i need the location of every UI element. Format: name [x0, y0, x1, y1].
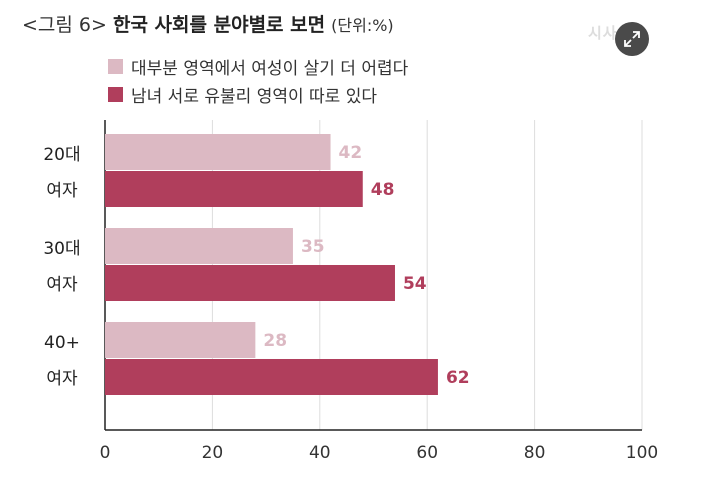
data-label: 54 [403, 274, 427, 294]
category-label: 20대 [43, 145, 80, 165]
data-label: 28 [263, 331, 287, 351]
chart-title: <그림 6> 한국 사회를 분야별로 보면 (단위:%) [22, 10, 394, 37]
legend-label-series1: 대부분 영역에서 여성이 살기 더 어렵다 [131, 58, 409, 79]
title-main: 한국 사회를 분야별로 보면 [112, 14, 326, 36]
category-label: 여자 [46, 369, 78, 389]
category-label: 여자 [46, 181, 78, 201]
watermark: 시사 [588, 24, 618, 42]
legend-swatch-series2 [108, 86, 123, 102]
category-label: 여자 [46, 275, 78, 295]
x-tick-label: 60 [416, 443, 438, 463]
bar-series1 [105, 134, 331, 170]
legend-swatch-series1 [108, 58, 123, 74]
bar-series2 [105, 265, 395, 301]
expand-arrows-icon [624, 31, 640, 47]
x-tick-label: 40 [309, 443, 331, 463]
data-label: 62 [446, 368, 470, 388]
bar-series1 [105, 322, 256, 358]
figure-number: <그림 6> [22, 14, 107, 36]
unit-label: (단위:%) [331, 16, 394, 35]
bar-series1 [105, 228, 293, 264]
data-label: 35 [301, 237, 325, 257]
legend-item-series1: 대부분 영역에서 여성이 살기 더 어렵다 [108, 52, 408, 80]
bar-series2 [105, 171, 363, 207]
x-tick-label: 100 [626, 443, 658, 463]
category-label: 30대 [43, 239, 80, 259]
x-tick-label: 0 [100, 443, 111, 463]
legend-item-series2: 남녀 서로 유불리 영역이 따로 있다 [108, 80, 408, 108]
expand-button[interactable] [615, 22, 649, 56]
data-label: 42 [339, 143, 363, 163]
bar-series2 [105, 359, 438, 395]
x-tick-label: 80 [524, 443, 546, 463]
legend-label-series2: 남녀 서로 유불리 영역이 따로 있다 [131, 86, 377, 107]
legend: 대부분 영역에서 여성이 살기 더 어렵다 남녀 서로 유불리 영역이 따로 있… [108, 52, 408, 108]
category-label: 40+ [44, 333, 80, 353]
x-tick-label: 20 [202, 443, 224, 463]
data-label: 48 [371, 180, 395, 200]
